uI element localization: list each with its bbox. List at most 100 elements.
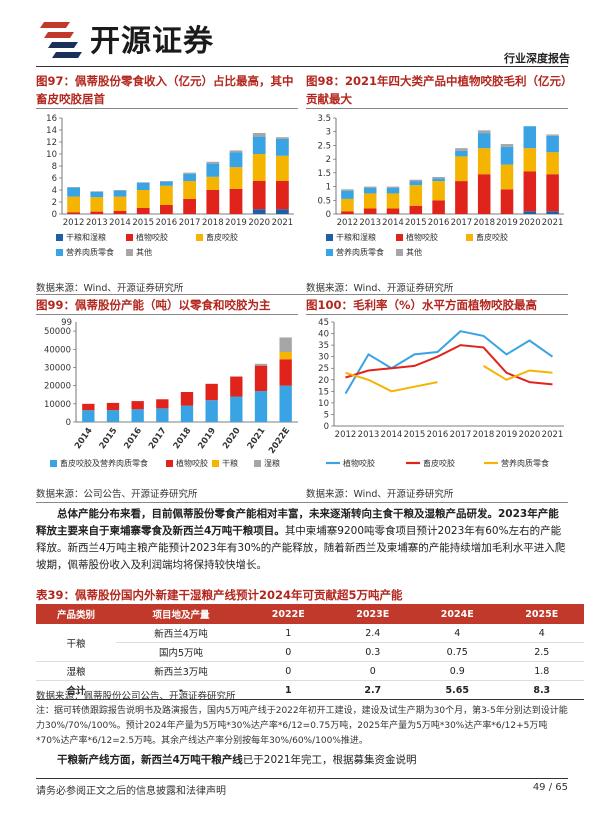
bar-segment (229, 167, 243, 189)
table-cell: 5.65 (415, 680, 500, 700)
table-total-row: 合计 - 1 2.7 5.65 8.3 (36, 680, 584, 700)
bar-segment (205, 383, 218, 401)
bar-segment (386, 208, 400, 214)
report-type-tag: 行业深度报告 (504, 52, 570, 65)
y-tick-label: 0.5 (317, 196, 331, 206)
table-cell: 2.4 (330, 624, 415, 643)
legend-label: 畜皮咬胶 (423, 458, 455, 468)
x-tick-label: 2021 (542, 430, 564, 440)
section-divider (36, 294, 568, 295)
paragraph-dryfood-body: 已于2021年完工，根据募集资金说明 (242, 754, 417, 766)
legend-label: 营养肉质零食 (336, 247, 384, 257)
bar-segment (136, 182, 150, 183)
bar-segment (136, 208, 150, 214)
x-tick-label: 2018 (172, 426, 194, 451)
x-tick-label: 2021 (542, 218, 564, 228)
x-tick-label: 2014 (382, 218, 404, 228)
y-tick-label: 14 (46, 126, 57, 136)
x-tick-label: 2015 (98, 426, 120, 451)
company-logo-icon (40, 22, 82, 58)
bar-segment (82, 410, 95, 422)
bar-segment (523, 171, 537, 212)
x-tick-label: 2013 (358, 430, 380, 440)
bar-segment (386, 187, 400, 194)
bar-segment (409, 185, 423, 206)
bar-segment (136, 182, 150, 190)
footer-divider (36, 778, 568, 779)
legend-label: 干粮和湿粮 (336, 232, 376, 242)
bar-segment (206, 161, 220, 164)
y-tick-label: 20000 (44, 382, 71, 392)
bar-segment (206, 163, 220, 177)
x-tick-label: 2020 (221, 426, 243, 451)
bar-segment (67, 187, 80, 197)
company-logo-text: 开源证券 (90, 24, 214, 59)
bar-segment (113, 196, 127, 211)
bar-segment (279, 359, 292, 386)
bar-segment (254, 365, 268, 392)
x-tick-label: 2019 (496, 218, 518, 228)
y-tick-label: 8 (52, 162, 57, 172)
bar-segment (523, 211, 537, 214)
table-cell: 1 (246, 680, 331, 700)
y-tick-label: 40000 (44, 345, 71, 355)
fig97-rule (36, 108, 298, 109)
header-divider (36, 66, 568, 67)
x-tick-label: 2017 (450, 430, 472, 440)
bar-segment (432, 178, 445, 182)
x-tick-label: 2015 (404, 430, 426, 440)
bar-segment (230, 396, 243, 422)
y-tick-label: 0 (324, 422, 329, 432)
x-tick-label: 2022E (267, 426, 292, 456)
x-tick-label: 2017 (179, 218, 201, 228)
table-cell: 0.9 (415, 661, 500, 681)
bar-segment (409, 179, 423, 182)
bar-segment (455, 150, 468, 157)
y-tick-label: 20 (318, 376, 329, 386)
fig98-source: 数据来源：Wind、开源证券研究所 (306, 283, 454, 294)
bar-segment (363, 193, 377, 209)
bar-segment (229, 152, 243, 168)
bar-segment (477, 133, 491, 149)
series-line (344, 330, 554, 395)
bar-segment (90, 191, 104, 198)
x-tick-label: 2018 (202, 218, 224, 228)
y-tick-label: 0 (66, 418, 71, 428)
table-cell: 0.3 (330, 642, 415, 662)
table-cell: 湿粮 (36, 661, 116, 681)
fig99-source: 数据来源：公司公告、开源证券研究所 (36, 489, 198, 500)
bar-segment (386, 186, 400, 188)
bar-segment (341, 190, 354, 199)
bar-segment (432, 176, 445, 179)
legend-swatch (396, 234, 403, 241)
table-row: 湿粮 新西兰3万吨 0 0 0.9 1.8 (36, 661, 584, 681)
legend-swatch (466, 234, 473, 241)
table-cell: 1 (246, 624, 331, 643)
bar-segment (252, 209, 266, 214)
paragraph-dryfood: 干粮新产线方面，新西兰4万吨干粮产线已于2021年完工，根据募集资金说明 (36, 752, 568, 769)
legend-label: 植物咬胶 (176, 458, 208, 468)
bar-segment (183, 172, 196, 174)
bar-segment (183, 173, 196, 181)
bar-segment (432, 200, 445, 214)
legend-label: 畜皮咬胶 (476, 232, 508, 242)
y-tick-label: 12 (46, 138, 57, 148)
bar-segment (252, 133, 266, 137)
legend-label: 营养肉质零食 (66, 247, 114, 257)
x-tick-label: 2017 (451, 218, 473, 228)
bar-segment (279, 385, 292, 422)
table-cell: 国内5万吨 (116, 642, 246, 662)
bar-segment (276, 155, 289, 181)
bar-segment (455, 181, 468, 214)
table39-header: 2022E (246, 604, 331, 624)
fig99-chart: 99 0 10000 20000 30000 40000 50000 2014 2015 2016… (44, 318, 298, 468)
x-tick-label: 2018 (473, 430, 495, 440)
bar-segment (183, 199, 196, 214)
x-tick-label: 2021 (246, 426, 268, 451)
bar-segment (432, 181, 445, 201)
bar-segment (523, 126, 537, 149)
fig99-title: 图99：佩蒂股份产能（吨）以零食和咬胶为主 (36, 298, 271, 312)
y-tick-label: 25 (318, 364, 329, 374)
